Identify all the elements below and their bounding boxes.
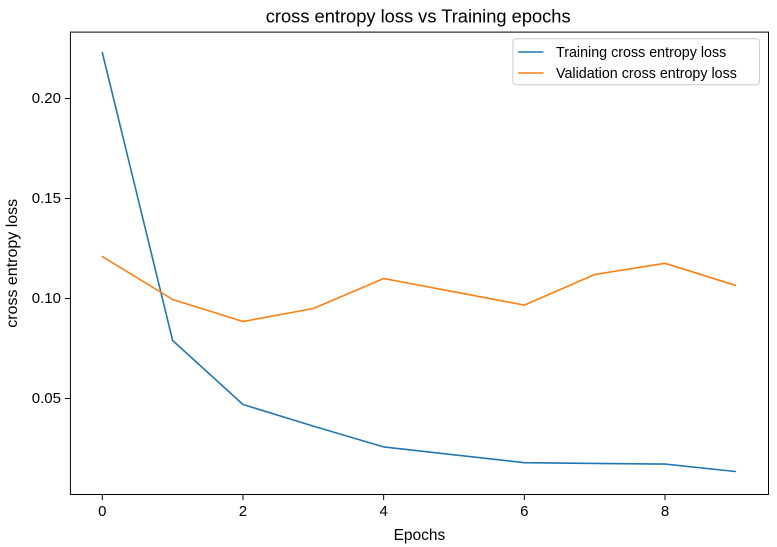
- svg-text:2: 2: [239, 503, 247, 520]
- svg-text:8: 8: [661, 503, 669, 520]
- svg-text:cross entropy loss vs Training: cross entropy loss vs Training epochs: [266, 6, 571, 27]
- svg-text:0.20: 0.20: [32, 90, 61, 107]
- svg-text:Validation cross entropy loss: Validation cross entropy loss: [556, 66, 737, 82]
- svg-text:Training cross entropy loss: Training cross entropy loss: [556, 45, 726, 61]
- svg-text:Epochs: Epochs: [394, 527, 446, 544]
- svg-text:6: 6: [520, 503, 528, 520]
- svg-text:4: 4: [379, 503, 387, 520]
- svg-text:0.15: 0.15: [32, 190, 61, 207]
- svg-text:0.10: 0.10: [32, 290, 61, 307]
- svg-text:0: 0: [98, 503, 106, 520]
- svg-text:cross entropy loss: cross entropy loss: [4, 199, 21, 328]
- svg-text:0.05: 0.05: [32, 390, 61, 407]
